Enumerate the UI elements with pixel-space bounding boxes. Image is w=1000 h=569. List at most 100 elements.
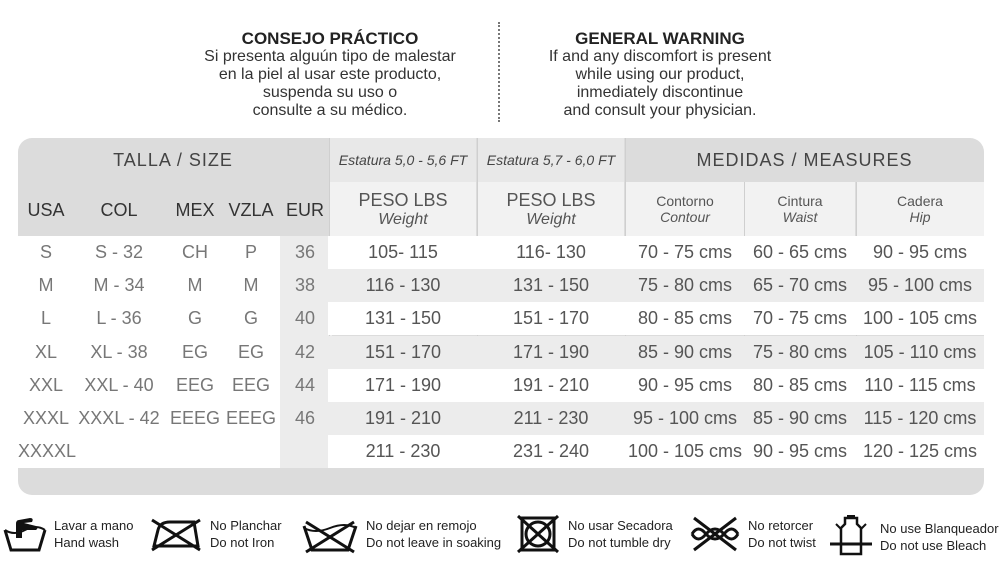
no-iron-icon [151,518,201,552]
col-size-cell: S - 32 [94,242,144,262]
care-label-en: Do not twist [748,535,816,550]
care-label-es: No usar Secadora [568,518,673,533]
col-column-header: COL [100,200,138,220]
weight-1-header: PESO LBS Weight [330,182,476,236]
weight-2-label: PESO LBS [506,189,596,210]
eur-column-band [280,236,332,468]
col-size-cell: XXXL - 42 [78,408,160,428]
hip-sublabel: Hip [909,209,931,225]
col-size-cell: M - 34 [93,275,145,295]
care-label-es: No Planchar [210,518,282,533]
w1-cell: 191 - 210 [364,408,442,428]
contour-cell: 70 - 75 cms [637,242,733,262]
table-row [328,269,984,302]
practical-advice-line: en la piel al usar este producto, [218,66,442,83]
practical-advice-note: CONSEJO PRÁCTICO Si presenta alguún tipo… [150,30,510,120]
weight-1-sublabel: Weight [378,210,428,228]
practical-advice-title: CONSEJO PRÁCTICO [241,29,419,48]
vzla-size-cell: EEEG [225,408,277,428]
waist-cell: 80 - 85 cms [752,375,848,395]
usa-column-header: USA [27,200,65,220]
waist-label: Cintura [777,193,823,209]
table-row [328,435,984,468]
care-no-iron: No Planchar Do not Iron [148,514,282,554]
mex-size-cell [168,435,222,468]
eur-column-header: EUR [285,200,324,220]
contour-cell: 90 - 95 cms [637,375,733,395]
waist-header: Cintura Waist [745,182,855,236]
contour-cell: 95 - 100 cms [632,408,738,428]
size-equivalence-area [18,236,332,468]
w2-cell: 171 - 190 [512,342,590,362]
waist-cell: 90 - 95 cms [752,441,848,461]
practical-advice-line: consulte a su médico. [252,102,408,119]
w1-cell: 116 - 130 [365,275,441,295]
vzla-size-cell: EG [237,342,264,362]
usa-size-cell: XXL [28,375,64,395]
no-tumble-dry-icon [516,514,560,554]
care-label-en: Do not leave in soaking [366,535,502,550]
hip-cell: 105 - 110 cms [863,342,977,362]
eur-size-cell: 46 [294,408,316,428]
no-bleach-icon [830,515,872,556]
contour-cell: 75 - 80 cms [637,275,733,295]
notes-divider [498,22,500,122]
contour-cell: 100 - 105 cms [627,441,743,461]
vzla-size-cell: G [243,308,258,328]
eur-size-cell: 44 [294,375,316,395]
waist-cell: 60 - 65 cms [752,242,848,262]
care-label-en: Do not Iron [210,535,275,550]
contour-sublabel: Contour [660,209,710,225]
col-size-cell: L - 36 [96,308,142,328]
eur-size-cell [280,435,330,468]
mex-size-cell: EEG [175,375,214,395]
hip-cell: 90 - 95 cms [872,242,968,262]
eur-size-cell: 36 [294,242,316,262]
table-row [328,402,984,435]
w1-cell: 131 - 150 [364,308,442,328]
table-row [328,336,984,369]
care-no-bleach: No use Blanqueador Do not use Bleach [828,514,999,560]
height-range-1-header: Estatura 5,0 - 5,6 FT [330,138,476,182]
vzla-size-cell: EEG [231,375,270,395]
general-warning-title: GENERAL WARNING [575,29,745,48]
col-size-cell [78,435,160,468]
hand-wash-icon [3,518,47,552]
care-label-en: Do not tumble dry [568,535,671,550]
general-warning-line: inmediately discontinue [576,84,744,101]
general-warning-line: while using our product, [575,66,745,83]
care-label-es: No use Blanqueador [880,521,999,536]
waist-cell: 70 - 75 cms [752,308,848,328]
contour-label: Contorno [656,193,714,209]
size-section-header: TALLA / SIZE [113,149,233,170]
vzla-column-header: VZLA [228,200,274,220]
weight-2-header: PESO LBS Weight [478,182,624,236]
w2-cell: 231 - 240 [512,441,590,461]
care-no-wring: No retorcer Do not twist [688,514,816,554]
contour-cell: 85 - 90 cms [637,342,733,362]
general-warning-note: GENERAL WARNING If and any discomfort is… [500,30,820,120]
w1-cell: 211 - 230 [365,441,441,461]
care-label-en: Do not use Bleach [880,538,987,553]
hip-cell: 110 - 115 cms [864,375,976,395]
mex-size-cell: CH [182,242,208,262]
general-warning-line: If and any discomfort is present [548,48,772,65]
practical-advice-line: suspenda su uso o [262,84,398,101]
no-soak-icon [302,520,358,554]
usa-size-cell: L [40,308,51,328]
eur-size-cell: 40 [294,308,316,328]
care-no-tumble-dry: No usar Secadora Do not tumble dry [514,514,673,554]
care-label-es: Lavar a mano [54,518,134,533]
care-label-es: No dejar en remojo [366,518,477,533]
general-warning-line: and consult your physician. [563,102,757,119]
mex-size-cell: M [187,275,203,295]
hip-cell: 100 - 105 cms [862,308,978,328]
no-wring-icon [690,516,740,552]
measures-section-header: MEDIDAS / MEASURES [696,149,913,170]
usa-size-cell: M [38,275,54,295]
usa-size-cell: XXXL [22,408,70,428]
vzla-size-cell: P [244,242,257,262]
hip-cell: 115 - 120 cms [863,408,977,428]
w2-cell: 116- 130 [516,242,586,262]
w2-cell: 191 - 210 [512,375,590,395]
